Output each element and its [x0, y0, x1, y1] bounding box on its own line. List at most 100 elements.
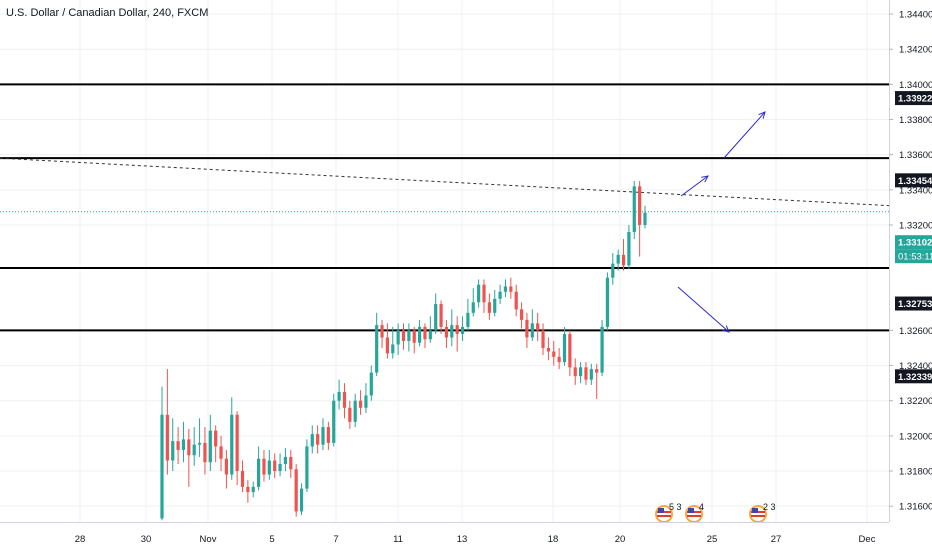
candle-body — [348, 407, 352, 422]
event-count: 5 3 — [669, 502, 682, 512]
candle-body — [546, 348, 550, 352]
candle-body — [197, 442, 202, 445]
price-tick-label: 1.32400 — [899, 361, 932, 372]
price-badges: 1.33922 1.33454 1.33102 01:53:11 1.32753 1.32… — [895, 91, 932, 384]
candle-body — [466, 312, 470, 327]
candle-body — [519, 309, 524, 320]
candle-body — [600, 326, 604, 373]
candle-body — [273, 460, 277, 472]
countdown-label: 01:53:11 — [898, 252, 932, 263]
flag-canton — [752, 508, 758, 513]
drawing-arrows[interactable] — [677, 111, 766, 333]
time-tick-label: 11 — [393, 534, 403, 545]
candle-body — [434, 304, 438, 331]
arrow-up-upper[interactable] — [723, 111, 766, 159]
time-tick-label: 30 — [141, 534, 152, 545]
candle-body — [321, 427, 325, 445]
price-badge-label: 1.32339 — [898, 372, 932, 383]
candle-body — [219, 446, 223, 459]
time-tick-label: 18 — [548, 534, 559, 545]
time-tick-label: 13 — [457, 534, 468, 545]
candle-body — [230, 414, 234, 475]
candle-body — [477, 284, 481, 303]
price-axis-labels: 1.34400 1.34200 1.34000 1.33800 1.33600 1.334… — [889, 10, 932, 513]
candle-body — [418, 326, 422, 343]
candle-body — [423, 326, 427, 340]
flag-stripe — [687, 515, 701, 517]
price-tick-label: 1.33200 — [899, 220, 932, 231]
time-axis[interactable] — [0, 522, 932, 550]
candle-body — [294, 469, 298, 512]
candles — [160, 181, 647, 521]
price-tick-label: 1.34000 — [899, 80, 932, 91]
descending-trendline[interactable] — [0, 157, 890, 207]
candle-body — [557, 356, 561, 363]
price-tick-label: 1.31800 — [899, 467, 932, 478]
candle-body — [525, 319, 529, 338]
trendline-layer[interactable] — [0, 157, 890, 213]
candle-body — [235, 414, 239, 472]
candle-body — [385, 337, 389, 354]
candle-body — [428, 330, 432, 340]
candle-body — [332, 400, 336, 443]
candle-body — [589, 369, 593, 380]
candle-body — [450, 325, 454, 338]
candle-body — [283, 456, 288, 464]
flag-stripe — [657, 515, 671, 517]
horizontal-levels[interactable] — [0, 83, 889, 332]
candle-body — [616, 254, 620, 264]
price-badge — [895, 173, 932, 188]
candle-body — [498, 291, 502, 299]
candle-body — [208, 430, 212, 463]
candle-body — [192, 444, 196, 456]
economic-event-flag[interactable]: 4 — [685, 502, 704, 523]
candle-body — [214, 430, 218, 447]
candle-body — [632, 186, 636, 232]
event-count: 4 — [699, 502, 704, 512]
candle-body — [611, 263, 615, 278]
candle-body — [562, 333, 567, 363]
event-count: 2 3 — [763, 502, 776, 512]
price-badge — [895, 235, 932, 250]
economic-events[interactable]: 5 3 4 2 3 — [655, 502, 776, 523]
candle-body — [401, 330, 406, 341]
arrow-down[interactable] — [677, 286, 730, 333]
candle-body — [337, 391, 341, 401]
economic-event-flag[interactable]: 5 3 — [655, 502, 682, 523]
price-badge-label: 1.33922 — [898, 94, 932, 105]
candle-body — [364, 395, 368, 408]
price-badge-label: 1.33454 — [898, 176, 932, 187]
candle-body — [503, 286, 508, 292]
candle-body — [369, 372, 373, 396]
arrow-head — [722, 325, 730, 333]
candle-body — [509, 286, 513, 292]
candle-body — [487, 302, 491, 313]
price-tick-label: 1.34200 — [899, 45, 932, 56]
price-badge — [895, 369, 932, 384]
economic-event-flag[interactable]: 2 3 — [749, 502, 776, 523]
candle-body — [267, 460, 271, 475]
candle-body — [310, 434, 314, 447]
candle-body — [262, 458, 266, 475]
time-tick-label: 25 — [707, 534, 718, 545]
candle-body — [412, 330, 416, 343]
candle-body — [246, 486, 250, 493]
candle-body — [595, 369, 599, 373]
time-tick-label: Dec — [859, 534, 876, 545]
time-tick-label: 5 — [269, 534, 274, 545]
candle-body — [380, 325, 384, 338]
grid — [0, 0, 889, 522]
candle-body — [482, 284, 486, 303]
candle-body — [299, 488, 304, 512]
candle-body — [326, 427, 330, 443]
candle-body — [305, 446, 309, 489]
time-tick-label: 7 — [333, 534, 338, 545]
candle-body — [165, 414, 169, 461]
price-tick-label: 1.32000 — [899, 431, 932, 442]
time-tick-label: 28 — [75, 534, 86, 545]
arrow-head — [701, 175, 709, 183]
candle-body — [493, 298, 497, 313]
arrow-up-lower[interactable] — [680, 175, 709, 197]
price-badge — [895, 296, 932, 311]
